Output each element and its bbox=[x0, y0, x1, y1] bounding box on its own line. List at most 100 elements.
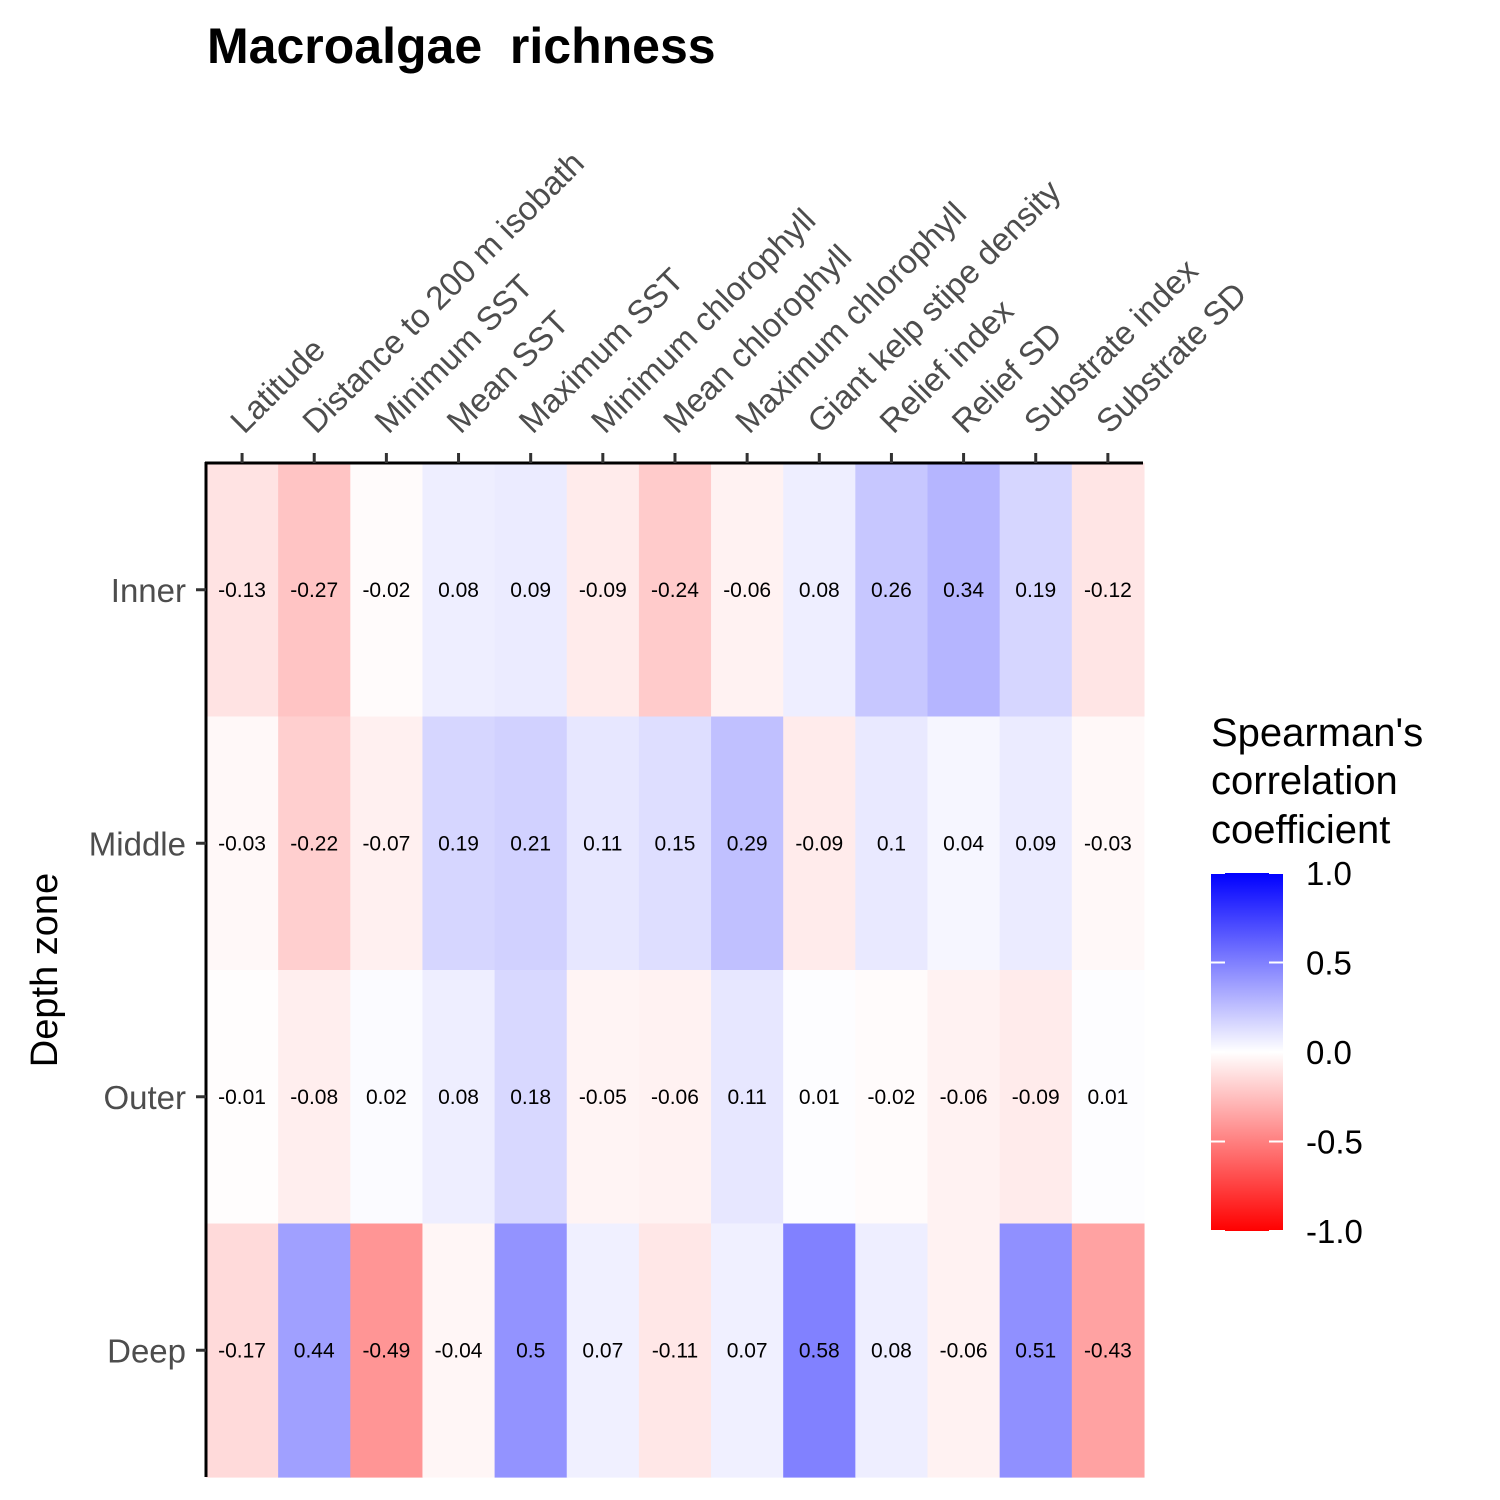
heatmap-cell bbox=[422, 463, 496, 718]
heatmap-cell bbox=[927, 463, 1001, 718]
cell-value-label: -0.02 bbox=[867, 1086, 915, 1109]
y-tick-label: Middle bbox=[89, 825, 186, 862]
heatmap-cell bbox=[350, 1223, 424, 1478]
legend-title-line-2: correlation bbox=[1211, 759, 1398, 803]
cell-value-label: -0.06 bbox=[940, 1339, 988, 1362]
heatmap-cell bbox=[638, 1223, 712, 1478]
chart-title: Macroalgae richness bbox=[207, 18, 716, 74]
heatmap-cell bbox=[927, 1223, 1001, 1478]
heatmap-cell bbox=[999, 716, 1073, 971]
heatmap-cell bbox=[566, 716, 640, 971]
legend-tick-label: 0.5 bbox=[1306, 945, 1352, 982]
y-tick-label: Outer bbox=[103, 1079, 186, 1116]
legend-title-line-1: Spearman's bbox=[1211, 711, 1423, 755]
heatmap-cell bbox=[494, 463, 568, 718]
heatmap-cell bbox=[206, 716, 279, 971]
cell-value-label: 0.44 bbox=[294, 1339, 335, 1362]
cell-value-label: 0.09 bbox=[510, 579, 551, 602]
heatmap-cell bbox=[638, 463, 712, 718]
heatmap-cell bbox=[422, 1223, 496, 1478]
cell-value-label: 0.07 bbox=[727, 1339, 768, 1362]
cell-value-label: -0.27 bbox=[290, 579, 338, 602]
heatmap-cell bbox=[206, 1223, 279, 1478]
cell-value-label: 0.08 bbox=[799, 579, 840, 602]
cell-value-label: 0.09 bbox=[1015, 832, 1056, 855]
heatmap-cell bbox=[566, 970, 640, 1225]
heatmap-cell bbox=[422, 716, 496, 971]
cell-value-label: 0.07 bbox=[582, 1339, 623, 1362]
heatmap-cell bbox=[783, 970, 856, 1225]
cell-value-label: -0.03 bbox=[218, 832, 266, 855]
heatmap-cell bbox=[278, 1223, 351, 1478]
cell-value-label: -0.09 bbox=[579, 579, 627, 602]
heatmap-cell bbox=[999, 1223, 1073, 1478]
y-axis-label: Depth zone bbox=[24, 873, 66, 1067]
heatmap-cell bbox=[783, 1223, 856, 1478]
heatmap-cell bbox=[422, 970, 496, 1225]
heatmap-cell bbox=[855, 1223, 929, 1478]
cell-value-label: 0.08 bbox=[438, 579, 479, 602]
cell-value-label: -0.03 bbox=[1084, 832, 1132, 855]
legend-tick-label: 0.0 bbox=[1306, 1034, 1352, 1071]
heatmap-cell bbox=[711, 463, 784, 718]
heatmap-cell bbox=[566, 1223, 640, 1478]
cell-value-label: -0.09 bbox=[1012, 1086, 1060, 1109]
cell-value-label: -0.43 bbox=[1084, 1339, 1132, 1362]
heatmap-cell bbox=[206, 463, 279, 718]
cell-value-label: 0.26 bbox=[871, 579, 912, 602]
cell-value-label: -0.04 bbox=[435, 1339, 483, 1362]
cell-value-label: -0.07 bbox=[362, 832, 410, 855]
heatmap-cell bbox=[350, 970, 424, 1225]
cell-value-label: 0.29 bbox=[727, 832, 768, 855]
cell-value-label: -0.06 bbox=[651, 1086, 699, 1109]
cell-value-label: 0.11 bbox=[583, 832, 622, 855]
cell-value-label: -0.11 bbox=[652, 1339, 698, 1362]
cell-value-label: 0.08 bbox=[871, 1339, 912, 1362]
legend-tick-label: -1.0 bbox=[1306, 1213, 1363, 1250]
heatmap-cell bbox=[927, 970, 1001, 1225]
legend-tick-label: -0.5 bbox=[1306, 1124, 1363, 1161]
heatmap-cell bbox=[1071, 716, 1145, 971]
cell-value-label: 0.01 bbox=[1087, 1086, 1128, 1109]
cell-value-label: -0.24 bbox=[651, 579, 699, 602]
heatmap-cell bbox=[206, 970, 279, 1225]
heatmap-cell bbox=[278, 716, 351, 971]
heatmap-cell bbox=[494, 1223, 568, 1478]
cell-value-label: 0.1 bbox=[877, 832, 906, 855]
color-legend: Spearman's correlation coefficient 1.0 0.… bbox=[1211, 711, 1423, 1250]
cell-value-label: 0.21 bbox=[510, 832, 551, 855]
cell-value-label: -0.17 bbox=[218, 1339, 266, 1362]
heatmap-cell bbox=[711, 1223, 784, 1478]
heatmap-cell bbox=[1071, 1223, 1145, 1478]
cell-value-label: 0.58 bbox=[799, 1339, 840, 1362]
cell-value-label: -0.49 bbox=[362, 1339, 410, 1362]
cell-value-label: 0.19 bbox=[1015, 579, 1056, 602]
cell-value-label: 0.01 bbox=[799, 1086, 840, 1109]
cell-value-label: 0.08 bbox=[438, 1086, 479, 1109]
cell-value-label: 0.51 bbox=[1015, 1339, 1056, 1362]
heatmap-cell bbox=[566, 463, 640, 718]
heatmap-cell-labels: -0.13 -0.27 -0.02 0.08 0.09 -0.09 -0.24 -0.06 0.… bbox=[218, 579, 1132, 1363]
heatmap-cell bbox=[783, 716, 856, 971]
cell-value-label: 0.02 bbox=[366, 1086, 407, 1109]
heatmap-cell bbox=[855, 716, 929, 971]
heatmap-cell bbox=[350, 463, 424, 718]
heatmap-cell bbox=[1071, 970, 1145, 1225]
heatmap-cell bbox=[1071, 463, 1145, 718]
heatmap-cells bbox=[206, 463, 1145, 1478]
cell-value-label: 0.15 bbox=[655, 832, 696, 855]
cell-value-label: -0.09 bbox=[795, 832, 843, 855]
cell-value-label: -0.02 bbox=[362, 579, 410, 602]
heatmap-cell bbox=[278, 970, 351, 1225]
cell-value-label: -0.13 bbox=[218, 579, 266, 602]
cell-value-label: -0.12 bbox=[1084, 579, 1132, 602]
cell-value-label: 0.5 bbox=[516, 1339, 545, 1362]
cell-value-label: -0.08 bbox=[290, 1086, 338, 1109]
heatmap-cell bbox=[855, 970, 929, 1225]
y-tick-label: Inner bbox=[111, 572, 186, 609]
legend-title-line-3: coefficient bbox=[1211, 808, 1390, 852]
y-axis-ticks: Inner Middle Outer Deep bbox=[89, 572, 206, 1369]
heatmap-cell bbox=[711, 716, 784, 971]
